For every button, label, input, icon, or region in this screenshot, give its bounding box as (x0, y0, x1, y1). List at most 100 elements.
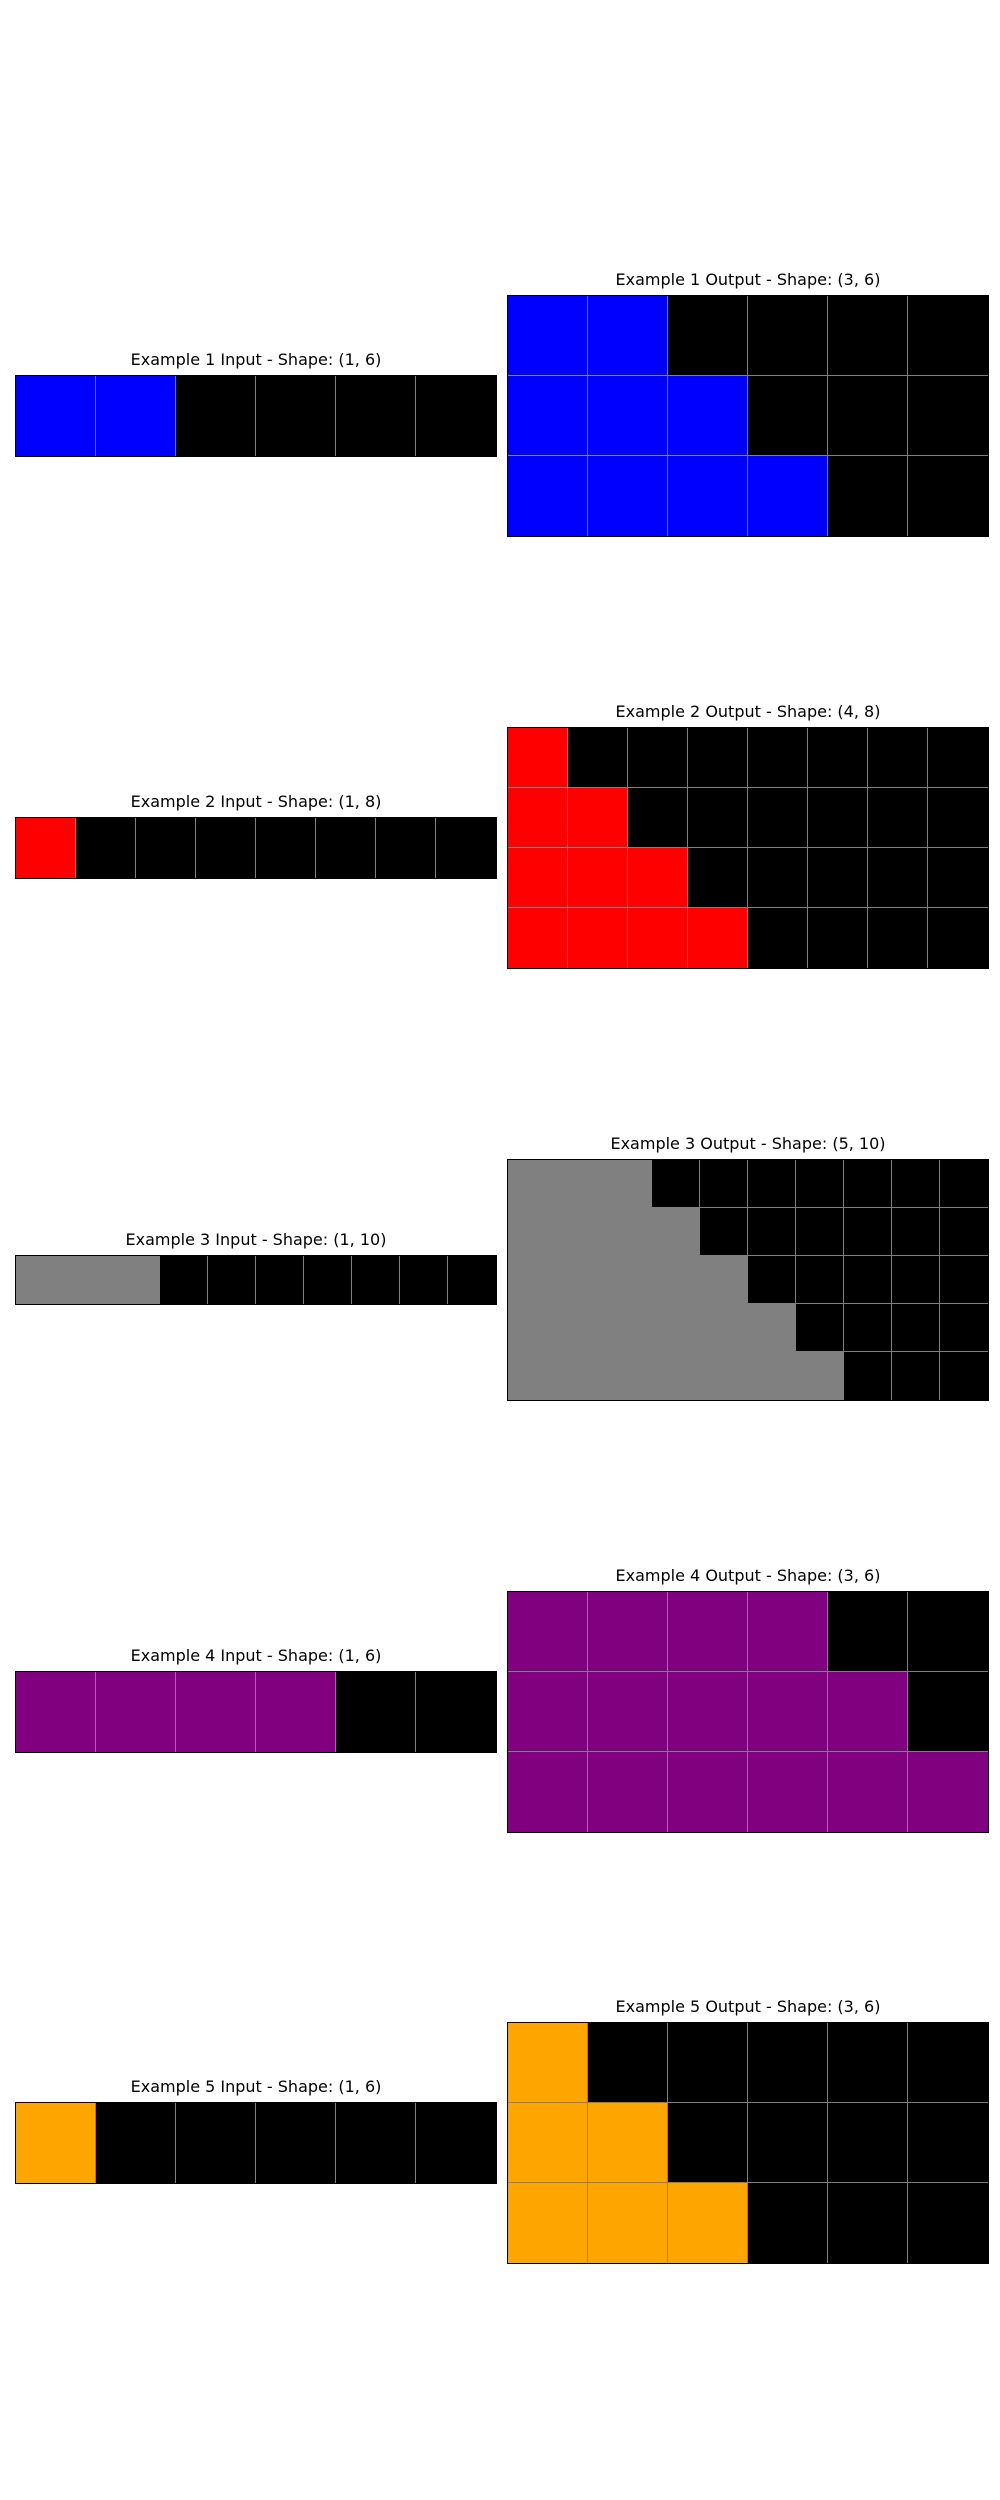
example-2-output-panel: Example 2 Output - Shape: (4, 8) (507, 698, 989, 969)
grid-cell (588, 2103, 668, 2183)
grid-cell (796, 1160, 844, 1208)
grid-cell (908, 296, 988, 376)
grid-cell (892, 1352, 940, 1400)
grid-cell (556, 1352, 604, 1400)
example-5-input-title: Example 5 Input - Shape: (1, 6) (130, 2077, 382, 2096)
grid-cell (336, 376, 416, 456)
grid-cell (668, 2103, 748, 2183)
example-5-input-panel: Example 5 Input - Shape: (1, 6) (15, 2073, 497, 2184)
grid-cell (628, 788, 688, 848)
example-3-output-grid (507, 1159, 989, 1401)
grid-cell (176, 1672, 256, 1752)
grid-cell (808, 788, 868, 848)
grid-cell (908, 1752, 988, 1832)
grid-cell (796, 1208, 844, 1256)
grid-cell (844, 1352, 892, 1400)
grid-cell (136, 818, 196, 878)
example-3-input-panel: Example 3 Input - Shape: (1, 10) (15, 1226, 497, 1305)
grid-cell (668, 1672, 748, 1752)
grid-cell (508, 376, 588, 456)
example-5-input-grid (15, 2102, 497, 2184)
grid-cell (508, 2183, 588, 2263)
grid-cell (892, 1304, 940, 1352)
grid-cell (568, 908, 628, 968)
grid-cell (748, 2103, 828, 2183)
grid-cell (908, 456, 988, 536)
example-3-output-title: Example 3 Output - Shape: (5, 10) (610, 1134, 886, 1153)
example-1-input-title: Example 1 Input - Shape: (1, 6) (130, 350, 382, 369)
example-3-input-title: Example 3 Input - Shape: (1, 10) (125, 1230, 387, 1249)
grid-cell (668, 2023, 748, 2103)
grid-cell (508, 296, 588, 376)
grid-cell (868, 788, 928, 848)
grid-cell (808, 848, 868, 908)
example-5-output-grid (507, 2022, 989, 2264)
grid-cell (652, 1304, 700, 1352)
grid-cell (828, 376, 908, 456)
grid-cell (652, 1352, 700, 1400)
grid-cell (828, 1592, 908, 1672)
grid-cell (928, 908, 988, 968)
grid-cell (908, 2183, 988, 2263)
grid-cell (508, 1208, 556, 1256)
grid-cell (256, 2103, 336, 2183)
grid-cell (588, 1752, 668, 1832)
grid-cell (844, 1208, 892, 1256)
grid-cell (668, 376, 748, 456)
grid-cell (508, 728, 568, 788)
grid-cell (828, 1752, 908, 1832)
grid-cell (700, 1160, 748, 1208)
grid-cell (508, 1752, 588, 1832)
grid-cell (316, 818, 376, 878)
grid-cell (112, 1256, 160, 1304)
grid-cell (208, 1256, 256, 1304)
grid-cell (96, 2103, 176, 2183)
example-2-output-title: Example 2 Output - Shape: (4, 8) (615, 702, 881, 721)
grid-cell (556, 1256, 604, 1304)
grid-cell (748, 908, 808, 968)
grid-cell (508, 1592, 588, 1672)
grid-cell (868, 728, 928, 788)
grid-cell (376, 818, 436, 878)
grid-cell (928, 788, 988, 848)
grid-cell (748, 2023, 828, 2103)
grid-cell (556, 1160, 604, 1208)
grid-cell (568, 728, 628, 788)
grid-cell (176, 2103, 256, 2183)
grid-cell (700, 1256, 748, 1304)
example-5-output-title: Example 5 Output - Shape: (3, 6) (615, 1997, 881, 2016)
grid-cell (400, 1256, 448, 1304)
grid-cell (688, 788, 748, 848)
grid-cell (508, 1256, 556, 1304)
grid-cell (828, 2183, 908, 2263)
grid-cell (448, 1256, 496, 1304)
grid-cell (688, 728, 748, 788)
grid-cell (16, 1672, 96, 1752)
grid-cell (844, 1304, 892, 1352)
grid-cell (64, 1256, 112, 1304)
grid-cell (508, 908, 568, 968)
grid-cell (256, 376, 336, 456)
grid-cell (748, 1256, 796, 1304)
grid-cell (304, 1256, 352, 1304)
grid-cell (352, 1256, 400, 1304)
grid-cell (668, 1752, 748, 1832)
grid-cell (604, 1208, 652, 1256)
grid-cell (16, 376, 96, 456)
grid-cell (808, 728, 868, 788)
grid-cell (652, 1160, 700, 1208)
grid-cell (828, 2023, 908, 2103)
grid-cell (748, 1160, 796, 1208)
grid-cell (436, 818, 496, 878)
grid-cell (892, 1160, 940, 1208)
grid-cell (892, 1208, 940, 1256)
grid-cell (508, 1352, 556, 1400)
grid-cell (256, 1672, 336, 1752)
grid-cell (700, 1304, 748, 1352)
grid-cell (588, 1672, 668, 1752)
grid-cell (908, 1592, 988, 1672)
grid-cell (908, 1672, 988, 1752)
grid-cell (508, 1672, 588, 1752)
grid-cell (700, 1352, 748, 1400)
